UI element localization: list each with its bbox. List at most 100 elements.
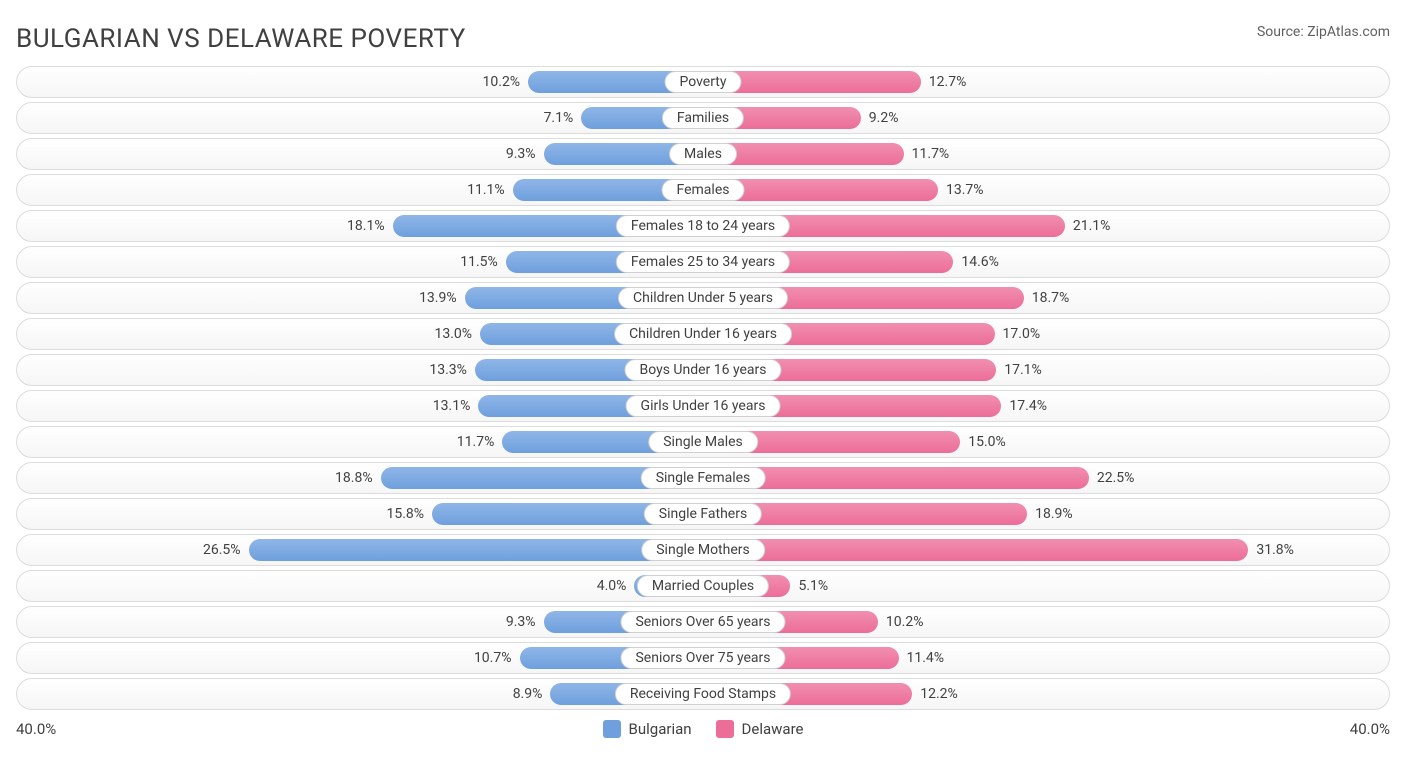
chart-row: 13.0% 17.0% Children Under 16 years xyxy=(16,318,1390,350)
row-category-label: Seniors Over 65 years xyxy=(620,611,785,633)
row-category-label: Females 25 to 34 years xyxy=(616,251,790,273)
legend-swatch-left xyxy=(603,720,621,738)
row-right-half: 15.0% xyxy=(703,431,1389,453)
row-right-value: 18.7% xyxy=(1032,290,1070,306)
row-category-label: Families xyxy=(662,107,744,129)
row-left-half: 15.8% xyxy=(17,503,703,525)
row-left-half: 11.5% xyxy=(17,251,703,273)
legend-swatch-right xyxy=(716,720,734,738)
row-right-half: 18.7% xyxy=(703,287,1389,309)
axis-max-right: 40.0% xyxy=(1350,720,1390,738)
row-right-half: 9.2% xyxy=(703,107,1389,129)
row-right-half: 17.4% xyxy=(703,395,1389,417)
row-category-label: Single Mothers xyxy=(641,539,765,561)
row-left-half: 11.1% xyxy=(17,179,703,201)
row-right-value: 14.6% xyxy=(961,254,999,270)
row-left-half: 9.3% xyxy=(17,143,703,165)
row-left-value: 13.3% xyxy=(429,362,467,378)
chart-row: 18.1% 21.1% Females 18 to 24 years xyxy=(16,210,1390,242)
row-left-half: 7.1% xyxy=(17,107,703,129)
row-left-half: 13.9% xyxy=(17,287,703,309)
row-right-value: 5.1% xyxy=(798,578,828,594)
row-category-label: Children Under 16 years xyxy=(614,323,792,345)
row-category-label: Receiving Food Stamps xyxy=(615,683,791,705)
chart-row: 8.9% 12.2% Receiving Food Stamps xyxy=(16,678,1390,710)
row-left-value: 15.8% xyxy=(386,506,424,522)
row-right-value: 17.1% xyxy=(1004,362,1042,378)
row-right-value: 12.7% xyxy=(929,74,967,90)
row-left-value: 18.8% xyxy=(335,470,373,486)
row-right-half: 17.0% xyxy=(703,323,1389,345)
row-left-value: 26.5% xyxy=(203,542,241,558)
chart-row: 15.8%18.9%Single Fathers xyxy=(16,498,1390,530)
row-category-label: Children Under 5 years xyxy=(618,287,788,309)
row-right-value: 15.0% xyxy=(968,434,1006,450)
row-right-half: 13.7% xyxy=(703,179,1389,201)
row-left-half: 13.3% xyxy=(17,359,703,381)
chart-row: 11.1%13.7%Females xyxy=(16,174,1390,206)
row-left-half: 10.2% xyxy=(17,71,703,93)
row-left-half: 13.1% xyxy=(17,395,703,417)
row-right-value: 9.2% xyxy=(869,110,899,126)
row-left-value: 4.0% xyxy=(597,578,627,594)
row-left-value: 13.0% xyxy=(435,326,473,342)
row-left-half: 4.0% xyxy=(17,575,703,597)
row-left-value: 8.9% xyxy=(513,686,543,702)
row-right-value: 11.4% xyxy=(907,650,945,666)
row-right-half: 11.4% xyxy=(703,647,1389,669)
row-right-value: 18.9% xyxy=(1035,506,1073,522)
row-left-half: 26.5% xyxy=(17,539,703,561)
row-right-value: 21.1% xyxy=(1073,218,1111,234)
row-left-value: 10.7% xyxy=(474,650,512,666)
row-left-value: 13.1% xyxy=(433,398,471,414)
row-right-value: 12.2% xyxy=(920,686,958,702)
row-left-value: 9.3% xyxy=(506,614,536,630)
row-right-value: 11.7% xyxy=(912,146,950,162)
row-left-half: 18.8% xyxy=(17,467,703,489)
row-left-value: 7.1% xyxy=(544,110,574,126)
row-right-bar xyxy=(703,539,1248,561)
chart-row: 11.7% 15.0% Single Males xyxy=(16,426,1390,458)
chart-row: 18.8% 22.5% Single Females xyxy=(16,462,1390,494)
row-right-value: 17.4% xyxy=(1009,398,1047,414)
row-right-half: 17.1% xyxy=(703,359,1389,381)
legend: Bulgarian Delaware xyxy=(603,720,804,738)
row-left-value: 11.7% xyxy=(457,434,495,450)
legend-label-right: Delaware xyxy=(742,720,804,738)
row-left-value: 11.1% xyxy=(467,182,505,198)
row-category-label: Males xyxy=(669,143,737,165)
row-left-half: 11.7% xyxy=(17,431,703,453)
row-category-label: Poverty xyxy=(664,71,741,93)
row-left-value: 10.2% xyxy=(483,74,521,90)
row-right-half: 10.2% xyxy=(703,611,1389,633)
chart-row: 11.5% 14.6% Females 25 to 34 years xyxy=(16,246,1390,278)
row-category-label: Single Males xyxy=(648,431,758,453)
row-right-half: 12.7% xyxy=(703,71,1389,93)
chart-row: 10.7%11.4%Seniors Over 75 years xyxy=(16,642,1390,674)
legend-item-right: Delaware xyxy=(716,720,804,738)
row-category-label: Females 18 to 24 years xyxy=(616,215,790,237)
row-left-bar xyxy=(249,539,703,561)
chart-area: 10.2% 12.7% Poverty 7.1% 9.2% Families 9.3% 11.… xyxy=(0,66,1406,710)
row-category-label: Single Females xyxy=(641,467,766,489)
row-right-half: 18.9% xyxy=(703,503,1389,525)
row-right-value: 31.8% xyxy=(1256,542,1294,558)
row-category-label: Boys Under 16 years xyxy=(624,359,781,381)
legend-label-left: Bulgarian xyxy=(629,720,692,738)
row-left-value: 9.3% xyxy=(506,146,536,162)
row-right-half: 5.1% xyxy=(703,575,1389,597)
row-right-value: 13.7% xyxy=(946,182,984,198)
row-left-half: 18.1% xyxy=(17,215,703,237)
chart-row: 4.0% 5.1% Married Couples xyxy=(16,570,1390,602)
axis-max-left: 40.0% xyxy=(16,720,56,738)
row-left-half: 13.0% xyxy=(17,323,703,345)
row-left-value: 13.9% xyxy=(419,290,457,306)
row-category-label: Married Couples xyxy=(637,575,769,597)
row-left-half: 8.9% xyxy=(17,683,703,705)
row-right-half: 14.6% xyxy=(703,251,1389,273)
chart-row: 10.2% 12.7% Poverty xyxy=(16,66,1390,98)
row-right-value: 17.0% xyxy=(1003,326,1041,342)
row-right-half: 11.7% xyxy=(703,143,1389,165)
row-right-value: 22.5% xyxy=(1097,470,1135,486)
row-right-half: 31.8% xyxy=(703,539,1389,561)
